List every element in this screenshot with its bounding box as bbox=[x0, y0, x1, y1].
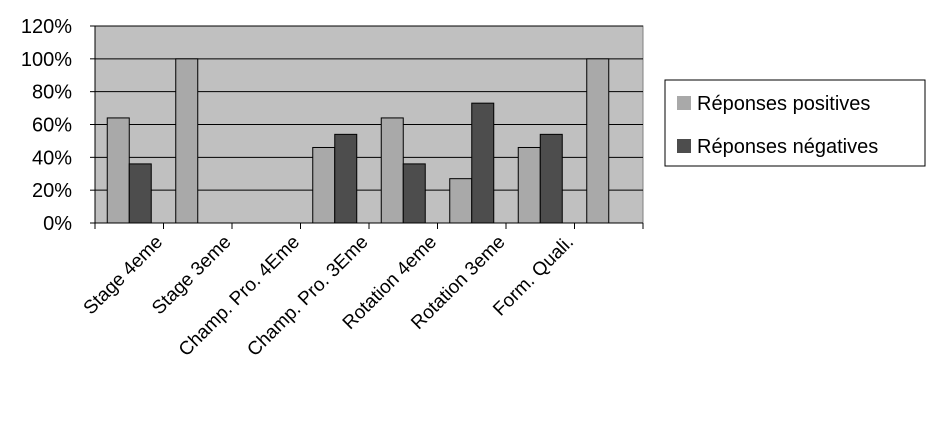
y-tick-label: 100% bbox=[21, 49, 72, 71]
bar-positive bbox=[106, 117, 130, 224]
bar-positive bbox=[380, 117, 404, 224]
bar-positive bbox=[312, 146, 336, 224]
y-tick-label: 60% bbox=[32, 115, 72, 137]
y-tick-label: 0% bbox=[43, 213, 72, 235]
legend-swatch-positive bbox=[677, 96, 691, 110]
y-tick-label: 40% bbox=[32, 147, 72, 169]
y-tick-label: 80% bbox=[32, 82, 72, 104]
legend: Réponses positives Réponses négatives bbox=[664, 79, 926, 167]
y-tick-label: 120% bbox=[21, 16, 72, 38]
bar-positive bbox=[586, 58, 610, 224]
y-tick-label: 20% bbox=[32, 180, 72, 202]
bar-negative bbox=[539, 133, 563, 224]
bar-positive bbox=[517, 146, 541, 224]
bar-negative bbox=[128, 163, 152, 224]
legend-label-positive: Réponses positives bbox=[697, 93, 870, 115]
y-axis-ticks: 0% 20% 40% 60% 80% 100% 120% bbox=[21, 16, 95, 235]
legend-swatch-negative bbox=[677, 139, 691, 153]
bar-negative bbox=[334, 133, 358, 224]
bar-positive bbox=[175, 58, 199, 224]
x-tick-label: Champ. Pro. 3Eme bbox=[243, 232, 372, 361]
legend-box bbox=[664, 79, 926, 167]
legend-label-negative: Réponses négatives bbox=[697, 136, 878, 158]
bar-negative bbox=[402, 163, 426, 224]
x-tick-label: Champ. Pro. 4Eme bbox=[175, 232, 304, 361]
bars bbox=[106, 58, 610, 224]
bar-negative bbox=[471, 102, 495, 224]
bar-positive bbox=[449, 178, 473, 224]
